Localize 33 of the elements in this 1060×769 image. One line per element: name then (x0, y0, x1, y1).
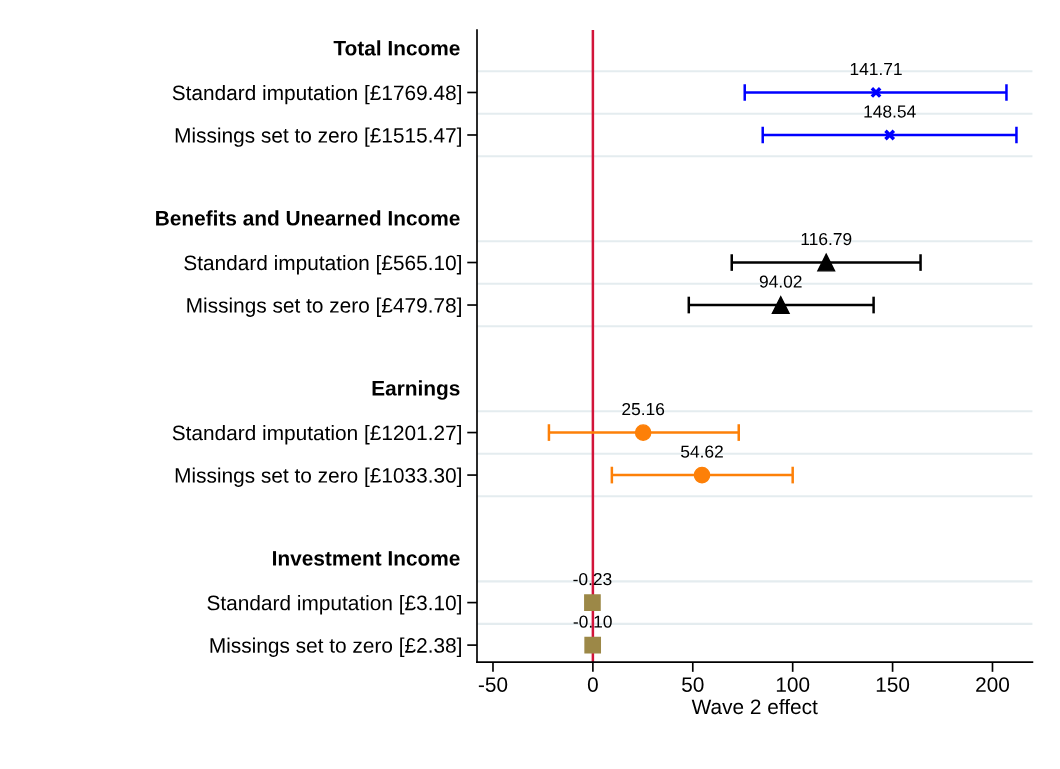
point (693, 466, 711, 484)
data-label: 116.79 (801, 232, 852, 246)
point (584, 636, 602, 654)
y-tick-label: Missings set to zero [£1515.47] (175, 127, 461, 147)
data-label: 148.54 (864, 105, 916, 118)
point (883, 129, 896, 141)
point (817, 253, 836, 272)
data-label: 54.62 (680, 445, 723, 458)
y-tick-label: Standard imputation [£3.10] (207, 595, 461, 615)
y-tick-label: Missings set to zero [£2.38] (210, 637, 461, 657)
x-tick-label: 50 (682, 677, 704, 692)
data-label: 25.16 (622, 402, 665, 416)
data-label: 141.71 (850, 63, 902, 75)
y-tick-label: Standard imputation [£565.10] (184, 254, 461, 275)
point (870, 86, 882, 99)
y-tick-label: Standard imputation [£1201.27] (172, 425, 461, 445)
x-axis-title: Wave 2 effect (691, 698, 818, 715)
point (771, 295, 790, 315)
x-tick-label: 0 (587, 677, 598, 692)
y-tick-label: Investment Income (273, 551, 460, 566)
y-tick-label: Missings set to zero [£479.78] (187, 297, 461, 317)
data-label: 94.02 (759, 275, 802, 288)
point (584, 594, 601, 611)
x-tick-label: -50 (478, 677, 508, 692)
y-tick-label: Standard imputation [£1769.48] (172, 84, 461, 105)
y-tick-label: Total Income (333, 40, 460, 56)
x-tick-label: 200 (976, 677, 1010, 692)
x-tick-label: 100 (776, 677, 810, 692)
y-tick-label: Missings set to zero [£1033.30] (175, 467, 461, 487)
y-tick-label: Benefits and Unearned Income (156, 210, 460, 226)
point (634, 424, 652, 441)
x-tick-label: 150 (876, 677, 910, 692)
y-tick-label: Earnings (372, 380, 460, 400)
